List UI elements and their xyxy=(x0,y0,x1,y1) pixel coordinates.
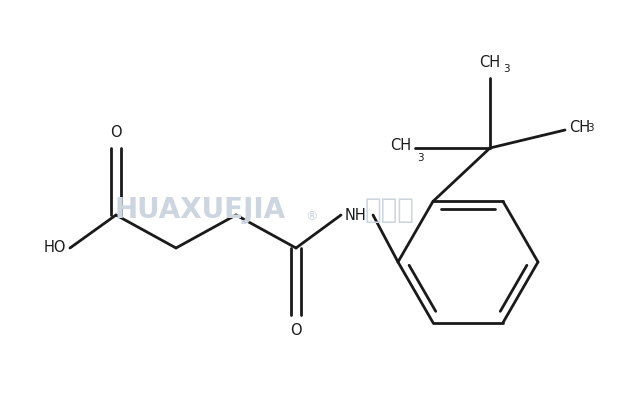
Text: 3: 3 xyxy=(417,153,424,163)
Text: 化学加: 化学加 xyxy=(365,196,415,224)
Text: ®: ® xyxy=(305,210,318,223)
Text: HO: HO xyxy=(44,240,66,256)
Text: CH: CH xyxy=(569,121,590,135)
Text: CH: CH xyxy=(480,55,501,70)
Text: CH: CH xyxy=(390,139,411,154)
Text: 3: 3 xyxy=(503,64,510,74)
Text: O: O xyxy=(110,125,122,140)
Text: 3: 3 xyxy=(587,123,594,133)
Text: HUAXUEJIA: HUAXUEJIA xyxy=(114,196,286,224)
Text: NH: NH xyxy=(344,207,366,222)
Text: O: O xyxy=(290,323,302,338)
